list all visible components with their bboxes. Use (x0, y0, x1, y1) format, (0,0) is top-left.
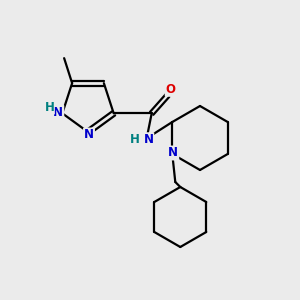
Text: H: H (130, 133, 140, 146)
Text: H: H (44, 101, 54, 114)
Text: N: N (144, 133, 154, 146)
Text: O: O (166, 83, 176, 96)
Text: N: N (53, 106, 63, 119)
Text: N: N (168, 146, 178, 160)
Text: N: N (84, 128, 94, 142)
